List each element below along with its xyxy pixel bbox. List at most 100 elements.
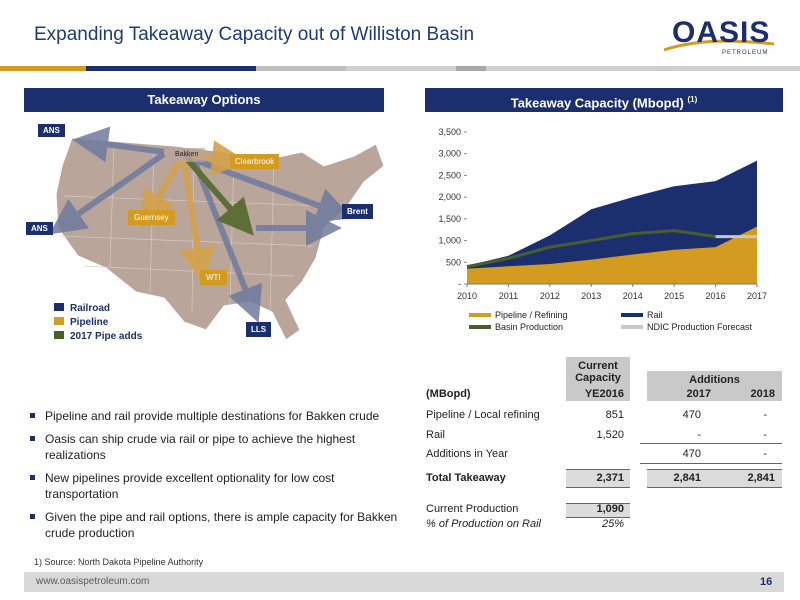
y-tick-label: 3,500	[438, 127, 461, 137]
row-value-2018: -	[763, 409, 767, 421]
capacity-table: Current Capacity Additions (MBopd) YE201…	[420, 357, 782, 537]
x-tick-label: 2016	[706, 291, 726, 301]
y-tick-label: 2,000	[438, 192, 461, 202]
total-shade-current	[566, 469, 630, 487]
legend-swatch-pipeline	[54, 317, 64, 325]
map-legend-label: 2017 Pipe adds	[70, 331, 143, 342]
map-legend-item: Pipeline	[54, 316, 142, 330]
takeaway-capacity-heading: Takeaway Capacity (Mbopd) (1)	[425, 88, 783, 112]
row-value-2018: -	[763, 429, 767, 441]
row-label: Rail	[426, 429, 445, 441]
label-ans-north: ANS	[38, 124, 65, 137]
row-value-2017: -	[697, 429, 701, 441]
page-title: Expanding Takeaway Capacity out of Willi…	[34, 24, 475, 45]
map-legend-label: Pipeline	[70, 317, 109, 328]
row-value-2017: 470	[682, 409, 701, 421]
y-tick-label: 2,500	[438, 170, 461, 180]
pipeline-area	[467, 226, 757, 284]
row-label: Pipeline / Local refining	[426, 409, 540, 421]
table-header-ye2016: YE2016	[584, 388, 624, 400]
map-legend-item: 2017 Pipe adds	[54, 330, 142, 344]
us-map-shape	[55, 137, 385, 341]
table-header-2018: 2018	[750, 388, 775, 400]
x-tick-label: 2015	[664, 291, 684, 301]
logo-subword: PETROLEUM	[722, 50, 769, 56]
bar-segment-lightgray	[346, 66, 456, 71]
current-capacity-header-shade	[566, 357, 630, 401]
total-shade-additions	[647, 469, 782, 487]
legend-label: NDIC Production Forecast	[647, 322, 753, 332]
y-tick-label: -	[458, 279, 461, 289]
us-takeaway-map: ANS ANS Bakken Clearbrook Guernsey Brent…	[24, 116, 390, 352]
additions-header-shade	[647, 371, 782, 401]
legend-swatch	[621, 313, 643, 317]
heading-footnote-ref: (1)	[687, 95, 698, 104]
label-guernsey: Guernsey	[128, 210, 175, 225]
current-capacity-group-label: Current Capacity	[575, 360, 621, 384]
x-tick-label: 2017	[747, 291, 767, 301]
takeaway-options-heading: Takeaway Options	[24, 88, 384, 112]
bar-segment-midgray	[456, 66, 486, 71]
x-tick-label: 2014	[623, 291, 643, 301]
y-tick-label: 1,000	[438, 236, 461, 246]
bullet-marker-icon	[30, 475, 35, 480]
footer-url[interactable]: www.oasispetroleum.com	[36, 576, 150, 587]
row-value-current: 851	[605, 409, 624, 421]
total-current: 2,371	[596, 472, 624, 484]
bullet-text: New pipelines provide excellent optional…	[45, 471, 335, 501]
label-brent: Brent	[342, 204, 373, 219]
bar-segment-gold	[0, 66, 86, 71]
table-rule	[566, 517, 630, 518]
bar-segment-rest	[486, 66, 800, 71]
takeaway-capacity-heading-text: Takeaway Capacity (Mbopd)	[510, 95, 684, 111]
x-tick-label: 2011	[499, 291, 518, 301]
table-rule	[640, 443, 782, 444]
row-value-2017: 470	[682, 448, 701, 460]
table-header-unit: (MBopd)	[426, 388, 471, 400]
source-footnote: 1) Source: North Dakota Pipeline Authori…	[34, 557, 204, 567]
rail-pct-label: % of Production on Rail	[426, 518, 541, 530]
total-2018: 2,841	[747, 472, 775, 484]
takeaway-capacity-chart: - 500 1,000 1,500 2,000 2,500 3,000 3,500 2010 20…	[425, 122, 785, 340]
bullet-text: Pipeline and rail provide multiple desti…	[45, 409, 380, 423]
table-rule	[566, 469, 630, 470]
total-label: Total Takeaway	[426, 472, 506, 484]
oasis-logo: OASIS PETROLEUM	[664, 14, 776, 62]
page-number: 16	[760, 576, 773, 588]
map-legend: Railroad Pipeline 2017 Pipe adds	[54, 302, 142, 344]
legend-label: Pipeline / Refining	[495, 310, 568, 320]
table-rule	[647, 469, 782, 470]
row-value-2018: -	[763, 448, 767, 460]
row-label: Additions in Year	[426, 448, 508, 460]
label-bakken: Bakken	[175, 151, 199, 158]
table-header-2017: 2017	[686, 388, 711, 400]
footer-bar	[24, 572, 784, 592]
table-rule	[640, 463, 782, 464]
legend-swatch-pipe-adds	[54, 331, 64, 339]
legend-swatch	[469, 325, 491, 329]
bullet-item: Given the pipe and rail options, there i…	[30, 509, 402, 541]
map-svg	[49, 126, 385, 341]
bullet-item: New pipelines provide excellent optional…	[30, 470, 402, 502]
total-2017: 2,841	[673, 472, 701, 484]
basin-production-line	[466, 229, 716, 269]
x-tick-label: 2012	[540, 291, 560, 301]
label-clearbrook: Clearbrook	[230, 154, 280, 169]
bullet-marker-icon	[30, 413, 35, 418]
bullet-item: Pipeline and rail provide multiple desti…	[30, 408, 402, 424]
top-color-bar	[0, 66, 800, 71]
state-lines	[59, 145, 325, 313]
map-legend-item: Railroad	[54, 302, 142, 316]
y-tick-label: 1,500	[438, 214, 461, 224]
legend-label: Basin Production	[495, 322, 563, 332]
chart-svg: - 500 1,000 1,500 2,000 2,500 3,000 3,500 2010 20…	[438, 127, 767, 332]
legend-label: Rail	[647, 310, 663, 320]
table-rule	[566, 503, 630, 504]
bar-segment-navy	[86, 66, 256, 71]
legend-swatch-railroad	[54, 303, 64, 311]
logo-word: OASIS	[672, 16, 771, 49]
bullet-text: Oasis can ship crude via rail or pipe to…	[45, 432, 356, 462]
legend-swatch	[621, 325, 643, 329]
bullet-item: Oasis can ship crude via rail or pipe to…	[30, 431, 402, 463]
legend-swatch	[469, 313, 491, 317]
